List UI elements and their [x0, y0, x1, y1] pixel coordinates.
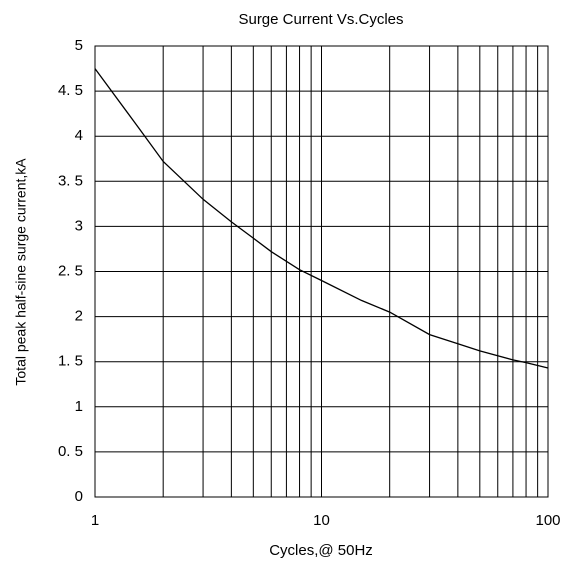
y-tick-label: 3 [75, 217, 83, 234]
y-tick-label: 2 [75, 308, 83, 325]
y-tick-label: 3. 5 [58, 172, 83, 189]
y-tick-label: 1. 5 [58, 353, 83, 370]
x-axis-label: Cycles,@ 50Hz [269, 542, 373, 559]
y-tick-label: 2. 5 [58, 262, 83, 279]
x-tick-label: 1 [91, 512, 99, 529]
y-axis-label: Total peak half-sine surge current,kA [13, 158, 29, 386]
y-tick-label: 5 [75, 37, 83, 54]
y-tick-label: 4 [75, 127, 83, 144]
chart-title: Surge Current Vs.Cycles [238, 11, 403, 28]
x-tick-label: 10 [313, 512, 330, 529]
data-line [94, 68, 549, 369]
x-tick-label: 100 [535, 512, 560, 529]
y-tick-label: 4. 5 [58, 82, 83, 99]
y-tick-label: 0 [75, 488, 83, 505]
plot-border [94, 45, 549, 498]
y-tick-label: 0. 5 [58, 443, 83, 460]
y-tick-label: 1 [75, 398, 83, 415]
